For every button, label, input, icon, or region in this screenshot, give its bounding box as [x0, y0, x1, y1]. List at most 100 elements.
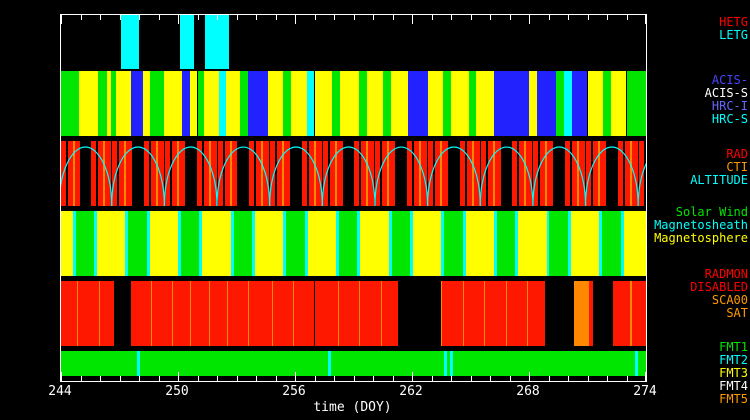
segment-yellow	[61, 211, 73, 276]
segment-cyan	[357, 211, 361, 276]
x-tick-label: 244	[48, 384, 72, 399]
bottom-tick	[100, 376, 101, 381]
segment-yellow	[225, 71, 241, 136]
top-tick	[451, 15, 452, 20]
top-tick	[217, 15, 218, 20]
segment-orange	[630, 281, 633, 346]
legend-label-magnetosheath: Magnetosheath	[654, 218, 748, 232]
segment-red	[338, 281, 360, 346]
segment-yellow	[202, 211, 231, 276]
legend-label-rad: RAD	[726, 147, 748, 161]
top-tick	[158, 15, 160, 20]
segment-orange	[462, 281, 464, 346]
segment-cyan	[199, 211, 203, 276]
bottom-tick	[158, 376, 160, 381]
segment-yellow	[255, 211, 284, 276]
bottom-tick	[197, 376, 199, 381]
top-tick	[392, 15, 394, 20]
legend-label-fmt2: FMT2	[719, 353, 748, 367]
altitude-arc	[479, 146, 534, 206]
bottom-tick	[275, 376, 277, 381]
segment-green	[447, 351, 451, 376]
segment-yellow	[291, 71, 307, 136]
segment-green	[452, 351, 636, 376]
bottom-tick	[139, 376, 140, 381]
bottom-tick	[373, 376, 374, 381]
segment-green	[359, 71, 368, 136]
segment-cyan	[620, 211, 624, 276]
bottom-tick	[392, 376, 394, 381]
altitude-arc	[427, 146, 481, 206]
top-tick	[412, 15, 413, 24]
legend-label-acis-: ACIS-	[711, 73, 748, 87]
segment-yellow	[267, 71, 284, 136]
segment-yellow	[307, 211, 336, 276]
segment-green	[149, 71, 165, 136]
top-tick	[373, 15, 374, 20]
segment-green	[233, 211, 253, 276]
segment-blue	[248, 71, 268, 136]
segment-cyan	[230, 211, 234, 276]
segment-red	[249, 281, 272, 346]
segment-orange	[209, 281, 211, 346]
segment-red	[210, 281, 227, 346]
top-tick	[529, 15, 530, 24]
altitude-arc	[532, 146, 587, 206]
segment-orange	[337, 281, 339, 346]
top-tick	[275, 15, 277, 20]
segment-yellow	[570, 211, 600, 276]
top-tick	[626, 15, 628, 20]
segment-orange	[359, 281, 361, 346]
segment-cyan	[121, 15, 139, 69]
bottom-tick	[256, 376, 257, 381]
segment-cyan	[328, 351, 332, 376]
top-tick	[236, 15, 238, 20]
segment-yellow	[78, 71, 99, 136]
segment-yellow	[106, 71, 111, 136]
segment-yellow	[610, 71, 627, 136]
top-tick	[334, 15, 335, 20]
segment-green	[391, 211, 411, 276]
segment-yellow	[339, 71, 360, 136]
top-tick	[353, 15, 355, 20]
segment-black	[113, 281, 132, 346]
segment-red	[227, 281, 249, 346]
segment-cyan	[178, 211, 181, 276]
segment-cyan	[515, 211, 519, 276]
segment-black	[544, 281, 574, 346]
top-tick	[568, 15, 569, 20]
legend-label-disabled: DISABLED	[690, 280, 748, 294]
segment-red	[506, 281, 528, 346]
top-tick	[80, 15, 82, 20]
bottom-tick	[587, 376, 589, 381]
x-tick-label: 274	[633, 384, 657, 399]
segment-green	[110, 71, 116, 136]
segment-orange	[314, 281, 316, 346]
segment-red	[612, 281, 631, 346]
segment-red	[151, 281, 173, 346]
segment-yellow	[390, 71, 409, 136]
segment-yellow	[412, 211, 442, 276]
segment-green	[444, 211, 463, 276]
segment-orange	[248, 281, 250, 346]
top-tick	[100, 15, 101, 20]
top-tick	[509, 15, 511, 20]
segment-cyan	[283, 211, 287, 276]
altitude-arc	[584, 146, 639, 206]
top-tick	[139, 15, 140, 20]
legend-label-fmt4: FMT4	[719, 379, 748, 393]
bottom-tick	[645, 372, 646, 381]
segment-orange	[271, 281, 273, 346]
segment-red	[381, 281, 399, 346]
segment-red	[272, 281, 294, 346]
segment-yellow	[623, 211, 646, 276]
segment-cyan	[146, 211, 150, 276]
segment-orange	[484, 281, 486, 346]
segment-red	[173, 281, 190, 346]
x-tick-label: 268	[516, 384, 540, 399]
segment-yellow	[451, 71, 469, 136]
segment-yellow	[164, 71, 182, 136]
altitude-arc	[61, 146, 113, 206]
top-tick	[256, 15, 257, 20]
